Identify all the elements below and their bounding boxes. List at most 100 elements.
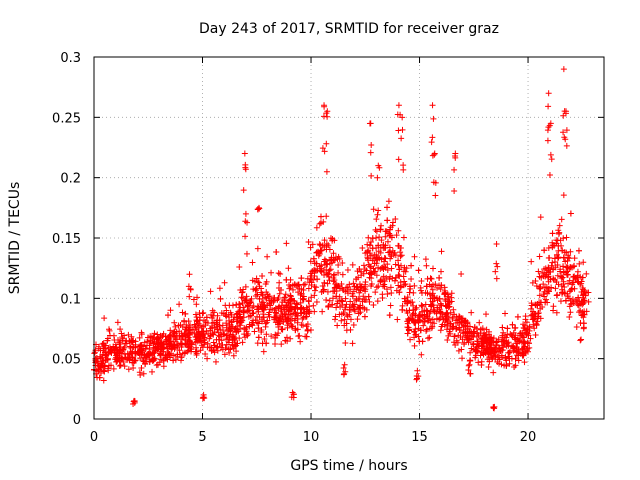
data-point	[287, 335, 294, 342]
data-point	[158, 340, 165, 347]
data-point	[538, 299, 545, 306]
data-point	[536, 273, 543, 280]
data-point	[194, 338, 201, 345]
data-point	[321, 267, 328, 274]
data-point	[457, 333, 464, 340]
data-point	[323, 140, 330, 147]
data-point	[207, 288, 214, 295]
data-point	[288, 323, 295, 330]
data-point	[464, 323, 471, 330]
data-point	[250, 319, 257, 326]
data-point	[580, 311, 587, 318]
data-point	[336, 297, 343, 304]
data-point	[500, 329, 507, 336]
data-point	[234, 340, 241, 347]
data-point	[453, 337, 460, 344]
data-point	[472, 352, 479, 359]
data-point	[140, 370, 147, 377]
data-point	[474, 338, 481, 345]
data-point	[354, 316, 361, 323]
data-point	[244, 303, 251, 310]
data-point	[375, 207, 382, 214]
data-point	[160, 348, 167, 355]
data-point	[304, 308, 311, 315]
data-point	[193, 344, 200, 351]
data-point	[400, 162, 407, 169]
data-point	[490, 369, 497, 376]
data-point	[237, 287, 244, 294]
data-point	[480, 349, 487, 356]
data-point	[438, 248, 445, 255]
data-point	[578, 278, 585, 285]
data-point	[564, 271, 571, 278]
data-point	[188, 340, 195, 347]
data-point	[211, 309, 218, 316]
x-tick-label: 10	[303, 430, 320, 445]
data-point	[512, 362, 519, 369]
data-point	[324, 261, 331, 268]
data-point	[356, 281, 363, 288]
data-point	[559, 274, 566, 281]
data-point	[130, 365, 137, 372]
data-point	[162, 333, 169, 340]
data-point	[368, 141, 375, 148]
data-point	[210, 331, 217, 338]
data-point	[186, 271, 193, 278]
data-point	[368, 282, 375, 289]
data-point	[143, 342, 150, 349]
data-point	[361, 305, 368, 312]
data-point	[95, 358, 102, 365]
data-point	[534, 301, 541, 308]
data-point	[218, 337, 225, 344]
data-point	[331, 316, 338, 323]
data-point	[384, 290, 391, 297]
data-point	[118, 330, 125, 337]
data-point	[450, 339, 457, 346]
data-point	[238, 319, 245, 326]
data-point	[318, 247, 325, 254]
data-point	[581, 288, 588, 295]
data-point	[402, 281, 409, 288]
data-point	[579, 301, 586, 308]
data-point	[216, 285, 223, 292]
data-point	[424, 308, 431, 315]
data-point	[514, 313, 521, 320]
data-point	[332, 313, 339, 320]
data-point	[171, 319, 178, 326]
data-point	[179, 332, 186, 339]
data-point	[548, 262, 555, 269]
data-point	[565, 252, 572, 259]
data-point	[475, 359, 482, 366]
data-point	[240, 309, 247, 316]
data-point	[381, 254, 388, 261]
data-point	[369, 235, 376, 242]
data-point	[311, 260, 318, 267]
data-point	[273, 248, 280, 255]
data-point	[443, 315, 450, 322]
data-point	[361, 313, 368, 320]
data-point	[300, 286, 307, 293]
data-point	[192, 311, 199, 318]
data-point	[249, 259, 256, 266]
data-point	[357, 287, 364, 294]
data-point	[431, 308, 438, 315]
data-point	[262, 294, 269, 301]
data-point	[344, 290, 351, 297]
data-point	[362, 288, 369, 295]
data-point	[374, 174, 381, 181]
data-point	[367, 252, 374, 259]
data-point	[235, 328, 242, 335]
data-point	[326, 297, 333, 304]
data-point	[300, 296, 307, 303]
data-point	[294, 312, 301, 319]
data-point	[365, 247, 372, 254]
data-point	[563, 127, 570, 134]
data-point	[320, 287, 327, 294]
data-point	[220, 330, 227, 337]
data-point	[556, 229, 563, 236]
data-point	[567, 309, 574, 316]
data-point	[560, 278, 567, 285]
data-point	[465, 362, 472, 369]
data-point	[419, 308, 426, 315]
data-point	[569, 264, 576, 271]
